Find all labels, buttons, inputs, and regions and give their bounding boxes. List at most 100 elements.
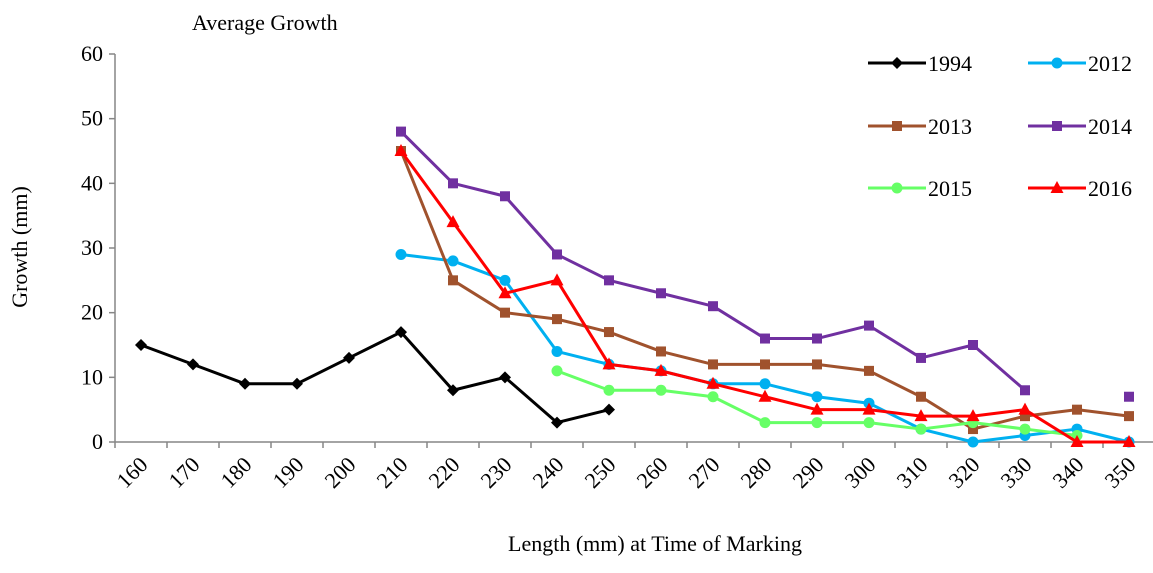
data-point-2016	[1070, 435, 1084, 447]
legend-marker	[891, 182, 903, 194]
legend-label: 1994	[928, 51, 972, 76]
legend-marker	[1050, 181, 1064, 193]
legend-item-2014: 2014	[1028, 114, 1132, 139]
x-tick-label: 240	[528, 452, 569, 493]
y-tick-label: 60	[81, 41, 103, 66]
data-point-2015	[1019, 423, 1031, 435]
data-point-2012	[395, 248, 407, 260]
data-point-1994	[395, 326, 407, 339]
data-point-1994	[343, 351, 355, 364]
data-point-2015	[863, 417, 875, 429]
data-point-1994	[447, 384, 459, 397]
data-point-2012	[447, 255, 459, 267]
x-tick-label: 270	[684, 452, 725, 493]
legend-item-2013: 2013	[868, 114, 972, 139]
y-tick-label: 20	[81, 300, 103, 325]
data-point-2016	[446, 215, 460, 228]
series-line-2014	[399, 130, 1026, 392]
y-tick-label: 10	[81, 364, 103, 389]
data-point-2013	[968, 424, 978, 435]
x-tick-label: 180	[216, 452, 257, 493]
y-axis-title: Growth (mm)	[7, 186, 32, 308]
y-tick-label: 50	[81, 106, 103, 131]
data-point-2012	[551, 345, 563, 357]
x-tick-label: 250	[580, 452, 621, 493]
x-tick-label: 300	[840, 452, 881, 493]
series-layer	[135, 126, 1136, 448]
data-point-1994	[187, 358, 199, 371]
data-point-2015	[655, 384, 667, 396]
data-point-2015	[915, 423, 927, 435]
x-tick-label: 340	[1048, 452, 1089, 493]
data-point-2016	[862, 402, 876, 415]
data-point-2014	[864, 320, 874, 331]
data-point-1994	[499, 371, 511, 384]
data-point-2016	[498, 286, 512, 299]
legend-label: 2012	[1088, 51, 1132, 76]
x-tick-label: 160	[112, 452, 153, 493]
data-point-2015	[707, 391, 719, 403]
data-point-2014	[1020, 385, 1030, 396]
legend-marker	[892, 121, 902, 131]
data-point-2014	[448, 178, 458, 189]
data-point-2014	[708, 301, 718, 312]
legend-label: 2015	[928, 176, 972, 201]
data-point-2013	[656, 346, 666, 357]
data-point-2014	[1124, 391, 1134, 402]
data-point-2016	[550, 273, 564, 286]
series-line-1994	[140, 330, 610, 425]
x-tick-label: 190	[268, 452, 309, 493]
x-tick-label: 170	[164, 452, 205, 493]
x-tick-label: 310	[892, 452, 933, 493]
legend-label: 2016	[1088, 176, 1132, 201]
data-point-2014	[656, 288, 666, 299]
x-tick-label: 200	[320, 452, 361, 493]
data-point-2016	[758, 389, 772, 402]
data-point-2015	[811, 417, 823, 429]
data-point-2016	[966, 409, 980, 422]
x-tick-label: 320	[944, 452, 985, 493]
y-tick-label: 30	[81, 235, 103, 260]
legend-marker	[1051, 57, 1063, 69]
data-point-2015	[551, 365, 563, 377]
data-point-2014	[916, 352, 926, 363]
data-point-2016	[706, 376, 720, 389]
data-point-2013	[864, 365, 874, 376]
data-point-2014	[760, 333, 770, 344]
data-point-2013	[812, 359, 822, 370]
x-tick-label: 290	[788, 452, 829, 493]
data-point-2016	[394, 144, 408, 156]
data-point-2015	[759, 417, 771, 429]
legend-label: 2013	[928, 114, 972, 139]
x-tick-label: 210	[372, 452, 413, 493]
data-point-2014	[604, 275, 614, 286]
data-point-1994	[291, 377, 303, 390]
x-tick-label: 260	[632, 452, 673, 493]
data-point-2016	[810, 402, 824, 415]
data-point-2012	[967, 436, 979, 448]
x-tick-label: 330	[996, 452, 1037, 493]
series-2016	[394, 144, 1136, 447]
legend-marker	[1052, 121, 1062, 131]
data-point-2013	[604, 327, 614, 338]
data-point-2016	[1018, 402, 1032, 415]
x-tick-label: 220	[424, 452, 465, 493]
data-point-2016	[602, 357, 616, 370]
legend-label: 2014	[1088, 114, 1132, 139]
legend-item-2016: 2016	[1028, 176, 1132, 201]
data-point-2012	[759, 378, 771, 390]
data-point-2013	[1072, 404, 1082, 415]
data-point-2016	[914, 409, 928, 422]
legend-item-1994: 1994	[868, 51, 972, 76]
data-point-1994	[239, 377, 251, 390]
data-point-2015	[603, 384, 615, 396]
data-point-2013	[552, 314, 562, 325]
data-point-2013	[1124, 411, 1134, 422]
data-point-2013	[760, 359, 770, 370]
chart-title: Average Growth	[192, 10, 338, 35]
data-point-2016	[1122, 435, 1136, 447]
data-point-2014	[396, 126, 406, 137]
x-tick-label: 280	[736, 452, 777, 493]
